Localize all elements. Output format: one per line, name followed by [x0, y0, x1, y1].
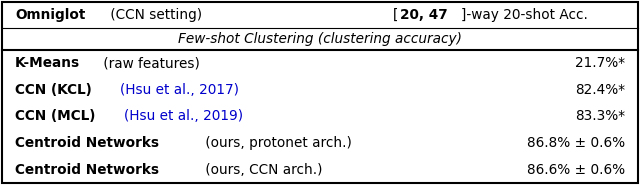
Text: (ours, CCN arch.): (ours, CCN arch.) [201, 163, 323, 177]
Text: [: [ [393, 8, 398, 22]
Text: Omniglot: Omniglot [15, 8, 85, 22]
Text: 20, 47: 20, 47 [399, 8, 447, 22]
Text: Centroid Networks: Centroid Networks [15, 163, 159, 177]
Text: (CCN setting): (CCN setting) [106, 8, 202, 22]
Text: (raw features): (raw features) [99, 56, 200, 70]
Text: (Hsu et al., 2019): (Hsu et al., 2019) [124, 110, 243, 124]
Text: 21.7%*: 21.7%* [575, 56, 625, 70]
Text: CCN (KCL): CCN (KCL) [15, 83, 92, 97]
Text: 86.8% ± 0.6%: 86.8% ± 0.6% [527, 136, 625, 150]
Text: ]-way 20-shot Acc.: ]-way 20-shot Acc. [461, 8, 588, 22]
Text: (Hsu et al., 2017): (Hsu et al., 2017) [120, 83, 239, 97]
Text: (ours, protonet arch.): (ours, protonet arch.) [201, 136, 352, 150]
Text: 83.3%*: 83.3%* [575, 110, 625, 124]
Text: CCN (MCL): CCN (MCL) [15, 110, 95, 124]
Text: Centroid Networks: Centroid Networks [15, 136, 159, 150]
Text: 82.4%*: 82.4%* [575, 83, 625, 97]
Text: 86.6% ± 0.6%: 86.6% ± 0.6% [527, 163, 625, 177]
Text: Few-shot Clustering (clustering accuracy): Few-shot Clustering (clustering accuracy… [178, 32, 462, 46]
Text: K-Means: K-Means [15, 56, 80, 70]
